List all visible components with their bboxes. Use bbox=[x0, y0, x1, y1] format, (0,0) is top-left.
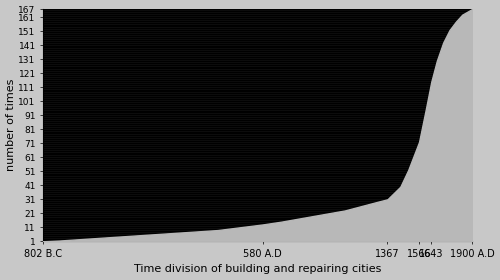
Y-axis label: number of times: number of times bbox=[6, 79, 16, 171]
X-axis label: Time division of building and repairing cities: Time division of building and repairing … bbox=[134, 264, 382, 274]
